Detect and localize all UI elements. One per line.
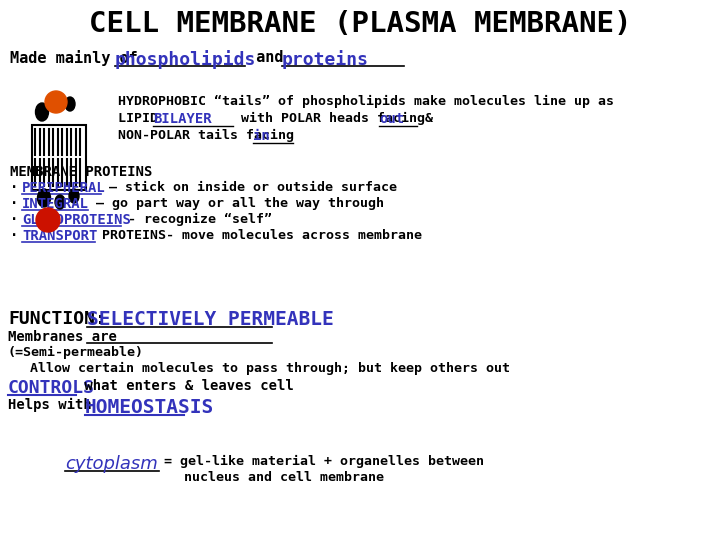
Text: INTEGRAL: INTEGRAL xyxy=(22,197,89,211)
Circle shape xyxy=(36,208,60,232)
Text: - recognize “self”: - recognize “self” xyxy=(120,213,272,226)
Text: – go part way or all the way through: – go part way or all the way through xyxy=(88,197,384,210)
Text: TRANSPORT: TRANSPORT xyxy=(22,229,97,243)
Text: ·: · xyxy=(10,181,27,195)
Text: out: out xyxy=(379,112,405,126)
Text: ·: · xyxy=(10,229,27,243)
Circle shape xyxy=(45,91,67,113)
Text: Made mainly of: Made mainly of xyxy=(10,50,147,66)
Text: PROTEINS- move molecules across membrane: PROTEINS- move molecules across membrane xyxy=(94,229,423,242)
Text: nucleus and cell membrane: nucleus and cell membrane xyxy=(184,471,384,484)
Text: with POLAR heads facing: with POLAR heads facing xyxy=(233,112,433,125)
Text: &: & xyxy=(418,112,433,125)
Text: ·: · xyxy=(10,213,27,227)
Text: HOMEOSTASIS: HOMEOSTASIS xyxy=(85,398,215,417)
Text: NON-POLAR tails facing: NON-POLAR tails facing xyxy=(118,129,302,142)
Text: proteins: proteins xyxy=(282,50,369,69)
Text: CELL MEMBRANE (PLASMA MEMBRANE): CELL MEMBRANE (PLASMA MEMBRANE) xyxy=(89,10,631,38)
Text: PERIPHERAL: PERIPHERAL xyxy=(22,181,106,195)
Text: cytoplasm: cytoplasm xyxy=(65,455,158,473)
Text: LIPID: LIPID xyxy=(118,112,166,125)
Text: CONTROLS: CONTROLS xyxy=(8,379,95,397)
Text: HYDROPHOBIC “tails” of phospholipids make molecules line up as: HYDROPHOBIC “tails” of phospholipids mak… xyxy=(118,95,614,108)
Text: phospholipids: phospholipids xyxy=(115,50,256,69)
Text: – stick on inside or outside surface: – stick on inside or outside surface xyxy=(101,181,397,194)
Text: SELECTIVELY PERMEABLE: SELECTIVELY PERMEABLE xyxy=(87,310,334,329)
Ellipse shape xyxy=(35,103,48,121)
Text: Allow certain molecules to pass through; but keep others out: Allow certain molecules to pass through;… xyxy=(30,362,510,375)
Text: what enters & leaves cell: what enters & leaves cell xyxy=(76,379,294,393)
Ellipse shape xyxy=(69,189,79,203)
Text: ·: · xyxy=(10,197,27,211)
Bar xyxy=(32,125,86,190)
Text: BILAYER: BILAYER xyxy=(153,112,212,126)
Text: Helps with: Helps with xyxy=(8,398,100,412)
Text: = gel-like material + organelles between: = gel-like material + organelles between xyxy=(164,455,484,468)
Text: GLYCOPROTEINS: GLYCOPROTEINS xyxy=(22,213,131,227)
Text: (=Semi-permeable): (=Semi-permeable) xyxy=(8,346,144,359)
Text: Membranes are: Membranes are xyxy=(8,330,125,344)
Text: FUNCTION:: FUNCTION: xyxy=(8,310,106,328)
Ellipse shape xyxy=(65,97,75,111)
Text: MEMBRANE PROTEINS: MEMBRANE PROTEINS xyxy=(10,165,153,179)
Text: and: and xyxy=(246,50,292,65)
Ellipse shape xyxy=(37,189,50,207)
Text: in: in xyxy=(253,129,269,143)
Ellipse shape xyxy=(55,195,65,209)
